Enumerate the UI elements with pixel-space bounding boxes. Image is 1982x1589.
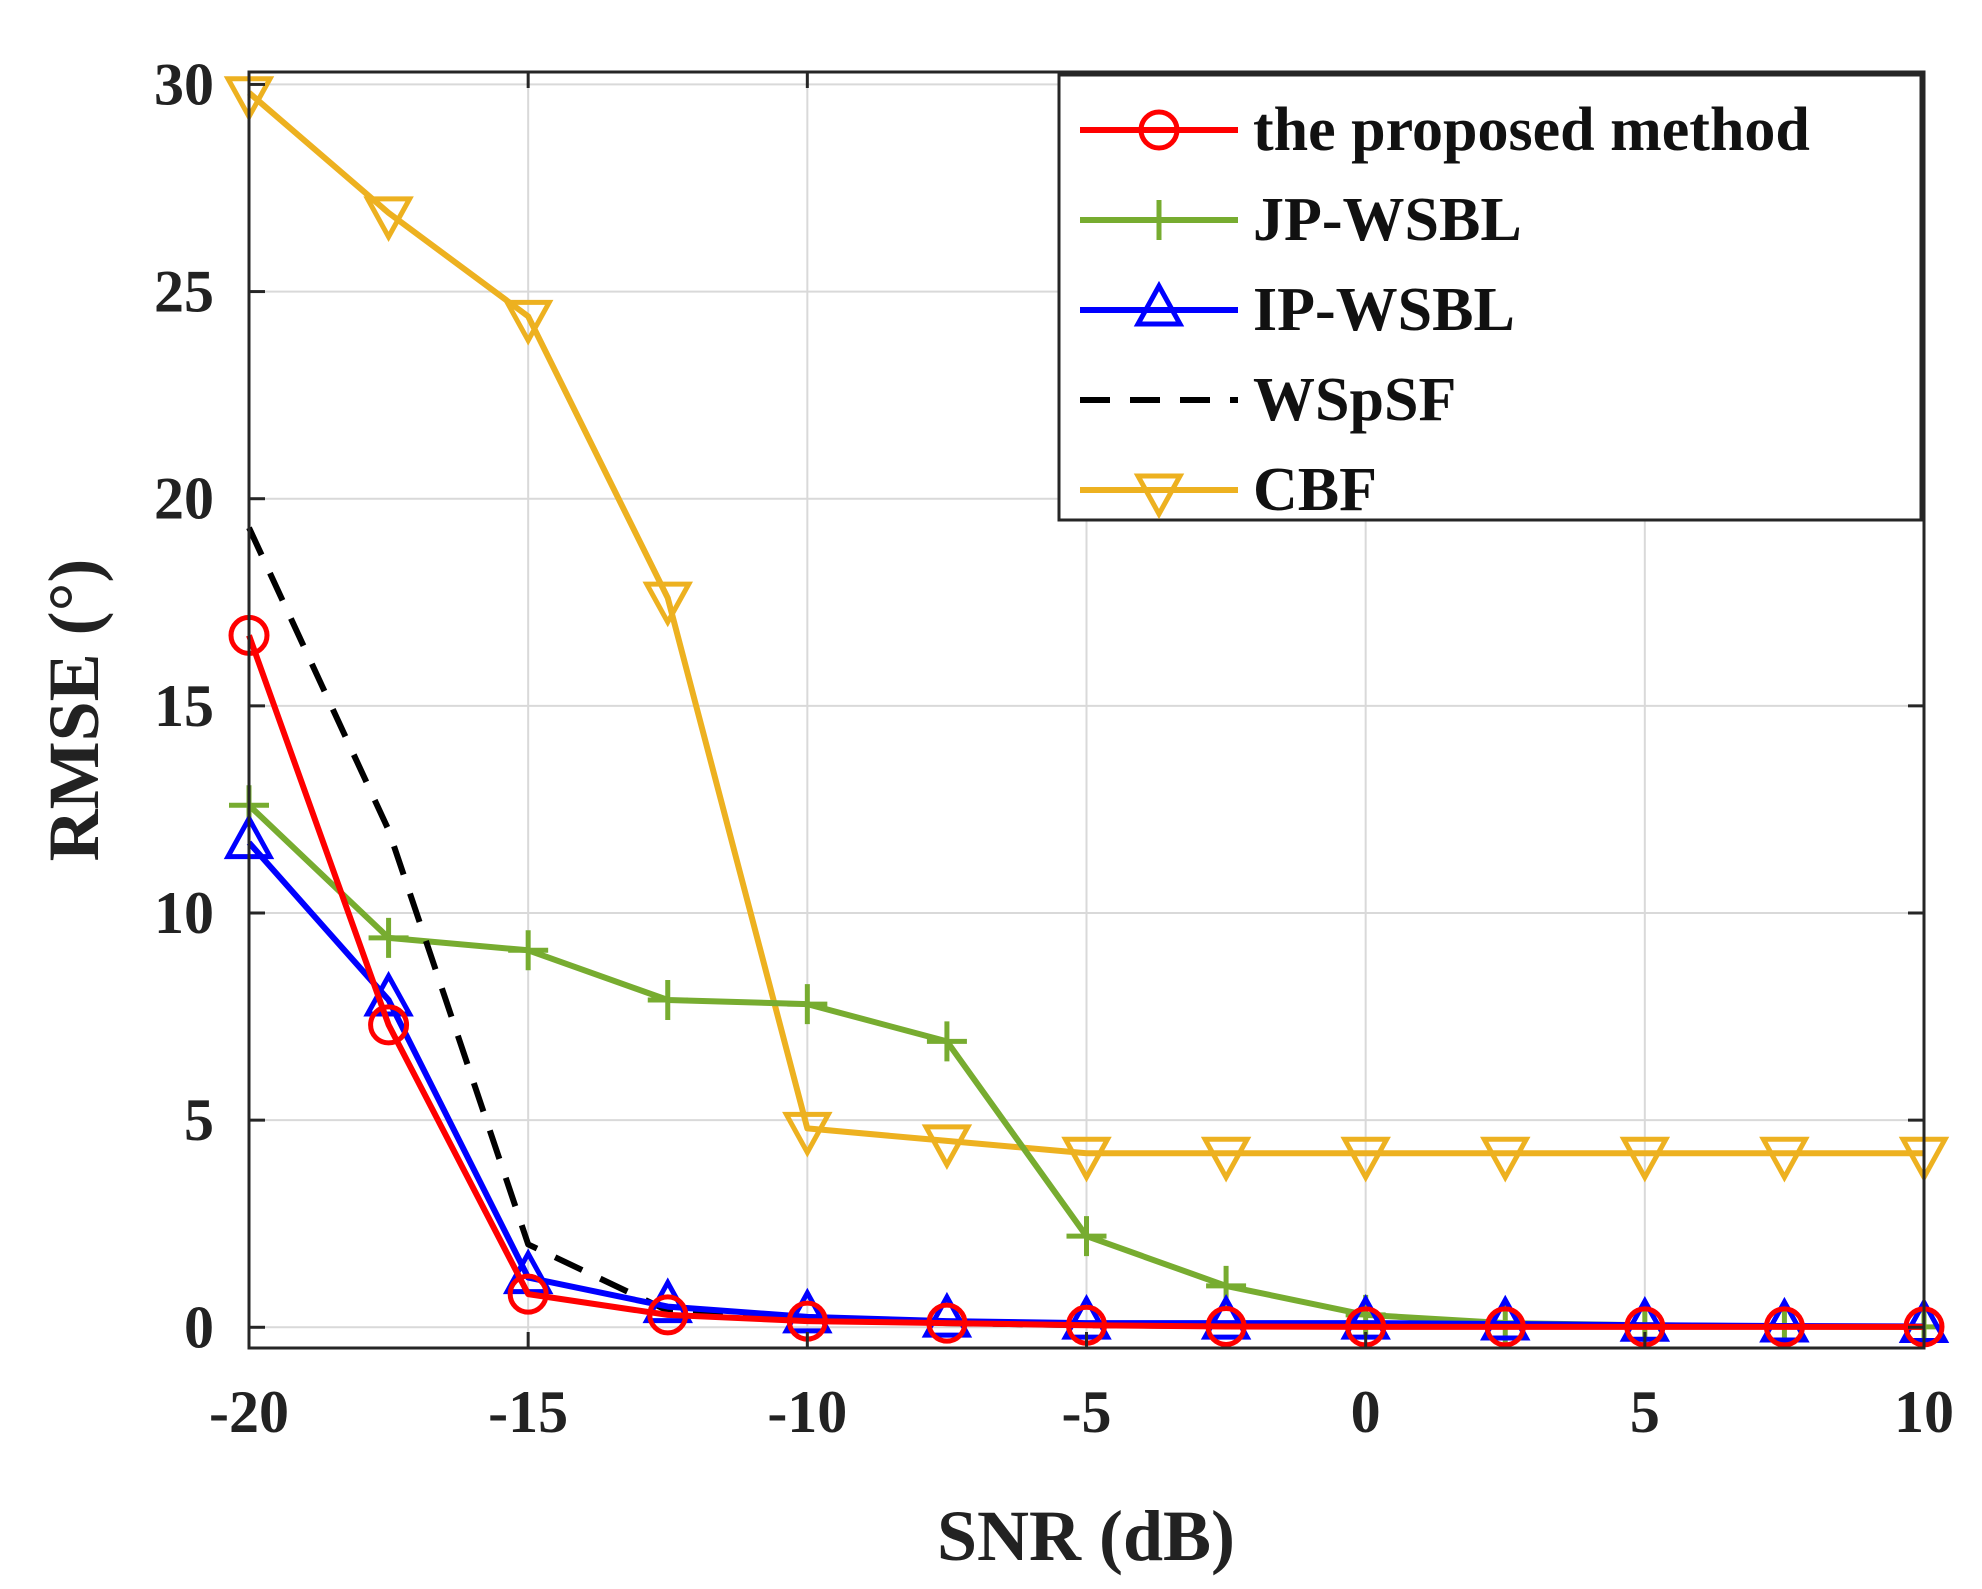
y-tick-label: 25 (154, 259, 214, 325)
data-point-marker (1480, 1136, 1531, 1183)
data-point-marker (1763, 1306, 1805, 1348)
tick-labels: -20 -15 -10 -5 0 5 10 0 5 10 15 20 25 30 (154, 51, 1954, 1445)
data-point-marker (1759, 1136, 1810, 1183)
data-point-marker (507, 1273, 549, 1315)
legend-marker (1133, 473, 1185, 520)
data-point-marker (1480, 1294, 1531, 1341)
data-point-marker (1619, 1136, 1671, 1183)
data-point-marker (1200, 1136, 1252, 1183)
data-point-marker (1061, 1136, 1112, 1183)
data-point-marker (1066, 1216, 1107, 1257)
legend-item: the proposed method (1080, 96, 1810, 164)
legend-marker (1133, 280, 1185, 327)
data-point-marker (368, 1004, 410, 1046)
data-point-marker (1340, 1136, 1391, 1183)
series-line (247, 90, 1924, 1157)
data-point-marker (647, 980, 688, 1020)
legend-item: CBF (1080, 456, 1377, 524)
y-tick-label: 15 (154, 673, 214, 739)
y-tick-label: 10 (154, 880, 214, 946)
data-point-marker (921, 1291, 973, 1338)
data-point-marker (921, 1124, 973, 1171)
y-tick-label: 5 (184, 1087, 214, 1153)
legend-item: WSpSF (1080, 366, 1456, 434)
x-tick-label: 10 (1894, 1379, 1954, 1445)
data-point-marker (782, 1111, 833, 1158)
x-tick-label: -15 (488, 1379, 568, 1445)
series-line (246, 634, 1924, 1330)
plot-series (223, 76, 1950, 1348)
legend-label: CBF (1253, 456, 1377, 524)
legend-label: WSpSF (1253, 366, 1456, 434)
data-point-marker (508, 930, 549, 971)
data-point-marker (1484, 1306, 1526, 1348)
data-point-marker (787, 984, 828, 1025)
x-tick-label: -10 (767, 1379, 847, 1445)
data-point-marker (782, 1287, 833, 1334)
legend-item: JP-WSBL (1080, 186, 1522, 254)
legend-item: IP-WSBL (1080, 276, 1515, 344)
legend-label: IP-WSBL (1253, 276, 1515, 344)
data-point-marker (647, 1294, 689, 1336)
legend-marker (1138, 109, 1180, 151)
y-tick-label: 20 (154, 466, 214, 532)
y-axis-title: RMSE (°) (34, 559, 114, 862)
x-tick-label: 0 (1351, 1379, 1381, 1445)
legend: the proposed method JP-WSBL IP-WSBL WSpSF CB… (1057, 73, 1923, 524)
series-cbf (223, 76, 1950, 1183)
data-point-marker (642, 581, 693, 628)
x-tick-label: -5 (1062, 1379, 1112, 1445)
data-point-marker (1200, 1293, 1252, 1340)
legend-box (1057, 73, 1923, 522)
y-tick-label: 30 (154, 51, 214, 117)
x-tick-label: -20 (209, 1379, 289, 1445)
data-point-marker (363, 196, 414, 243)
data-point-marker (368, 917, 409, 958)
data-point-marker (926, 1021, 967, 1062)
data-point-marker (926, 1302, 968, 1344)
data-point-marker (1205, 1305, 1247, 1347)
legend-label: JP-WSBL (1253, 186, 1522, 254)
x-axis-title: SNR (dB) (937, 1496, 1235, 1576)
y-tick-label: 0 (184, 1294, 214, 1360)
data-point-marker (1759, 1296, 1810, 1343)
legend-marker (1139, 200, 1179, 240)
data-point-marker (502, 299, 554, 346)
legend-label: the proposed method (1253, 96, 1810, 164)
x-tick-label: 5 (1630, 1379, 1660, 1445)
